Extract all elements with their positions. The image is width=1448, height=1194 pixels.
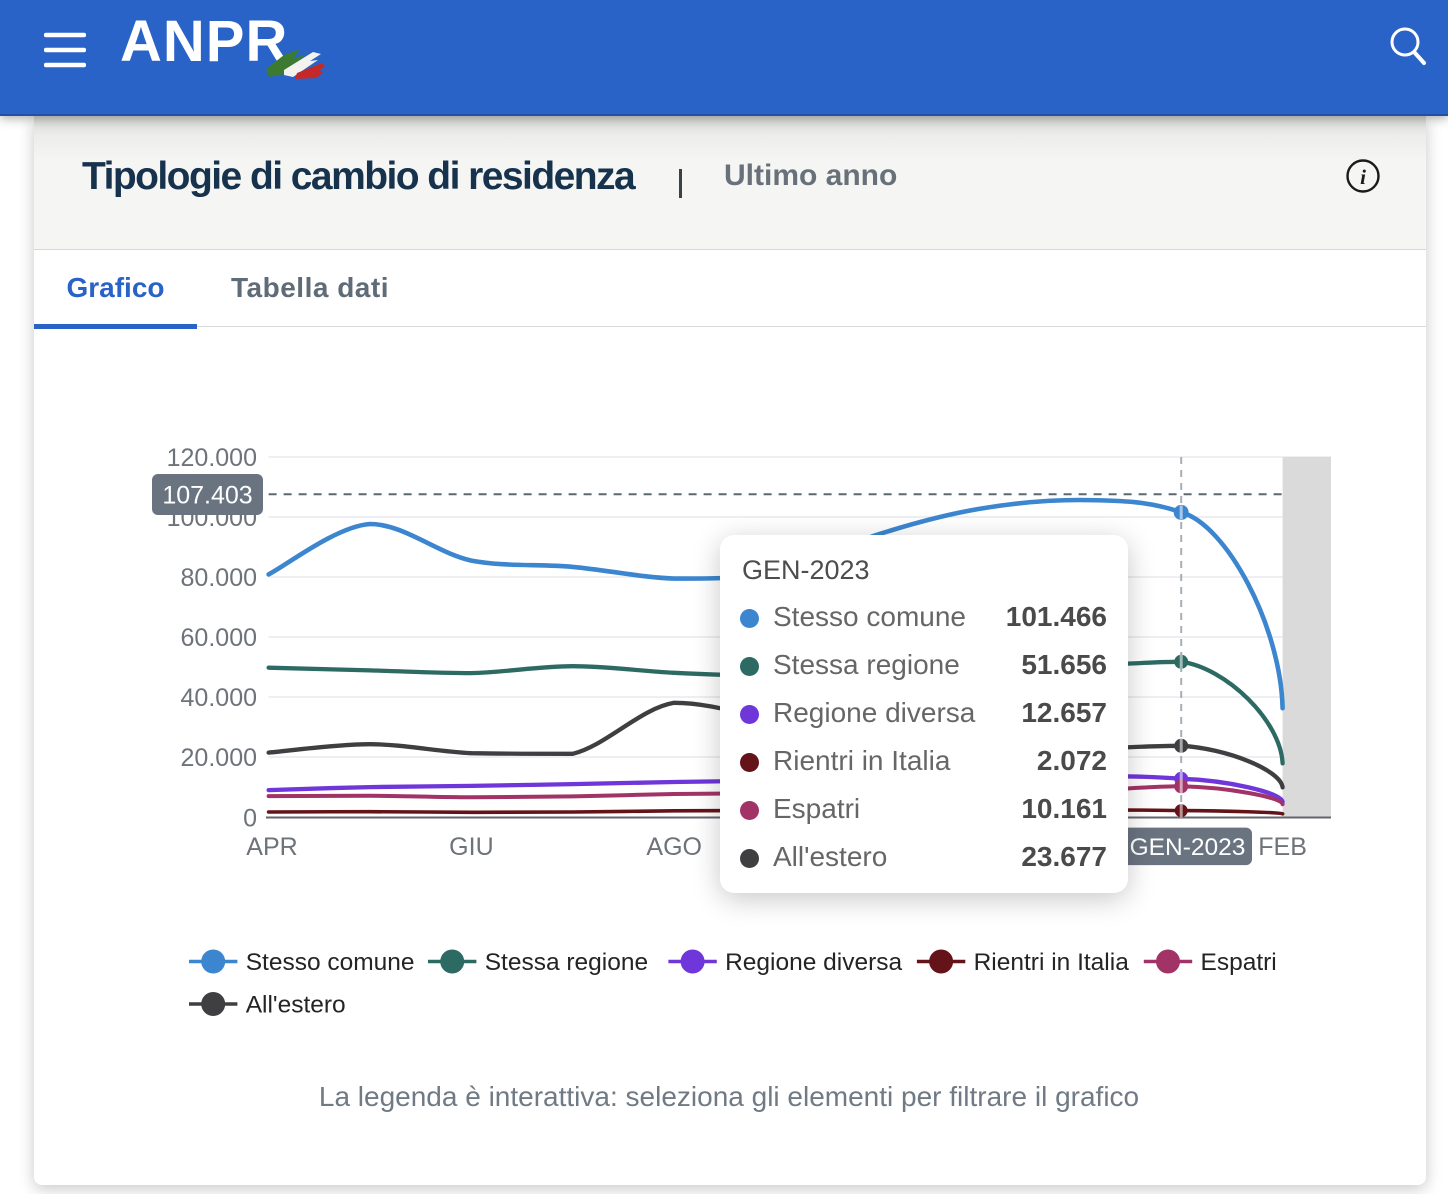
svg-text:Espatri: Espatri — [1201, 949, 1277, 976]
svg-text:Rientri in Italia: Rientri in Italia — [974, 949, 1130, 976]
svg-text:80.000: 80.000 — [181, 564, 257, 592]
svg-text:Stesso comune: Stesso comune — [246, 949, 415, 976]
svg-text:20.000: 20.000 — [181, 744, 257, 772]
svg-text:60.000: 60.000 — [181, 624, 257, 652]
svg-text:Regione diversa: Regione diversa — [725, 949, 902, 976]
svg-text:AGO: AGO — [646, 833, 702, 861]
svg-text:All'estero: All'estero — [246, 992, 346, 1019]
svg-text:107.403: 107.403 — [162, 482, 252, 510]
svg-text:GEN-2023: GEN-2023 — [1130, 834, 1246, 861]
svg-text:0: 0 — [243, 805, 257, 833]
svg-text:APR: APR — [246, 833, 297, 861]
svg-text:Stessa regione: Stessa regione — [485, 949, 648, 976]
svg-text:GIU: GIU — [449, 833, 493, 861]
svg-text:La legenda è interattiva: sele: La legenda è interattiva: seleziona gli … — [319, 1081, 1139, 1112]
svg-text:120.000: 120.000 — [167, 444, 257, 472]
svg-text:FEB: FEB — [1258, 833, 1307, 861]
svg-text:i: i — [1360, 165, 1366, 189]
svg-text:40.000: 40.000 — [181, 684, 257, 712]
